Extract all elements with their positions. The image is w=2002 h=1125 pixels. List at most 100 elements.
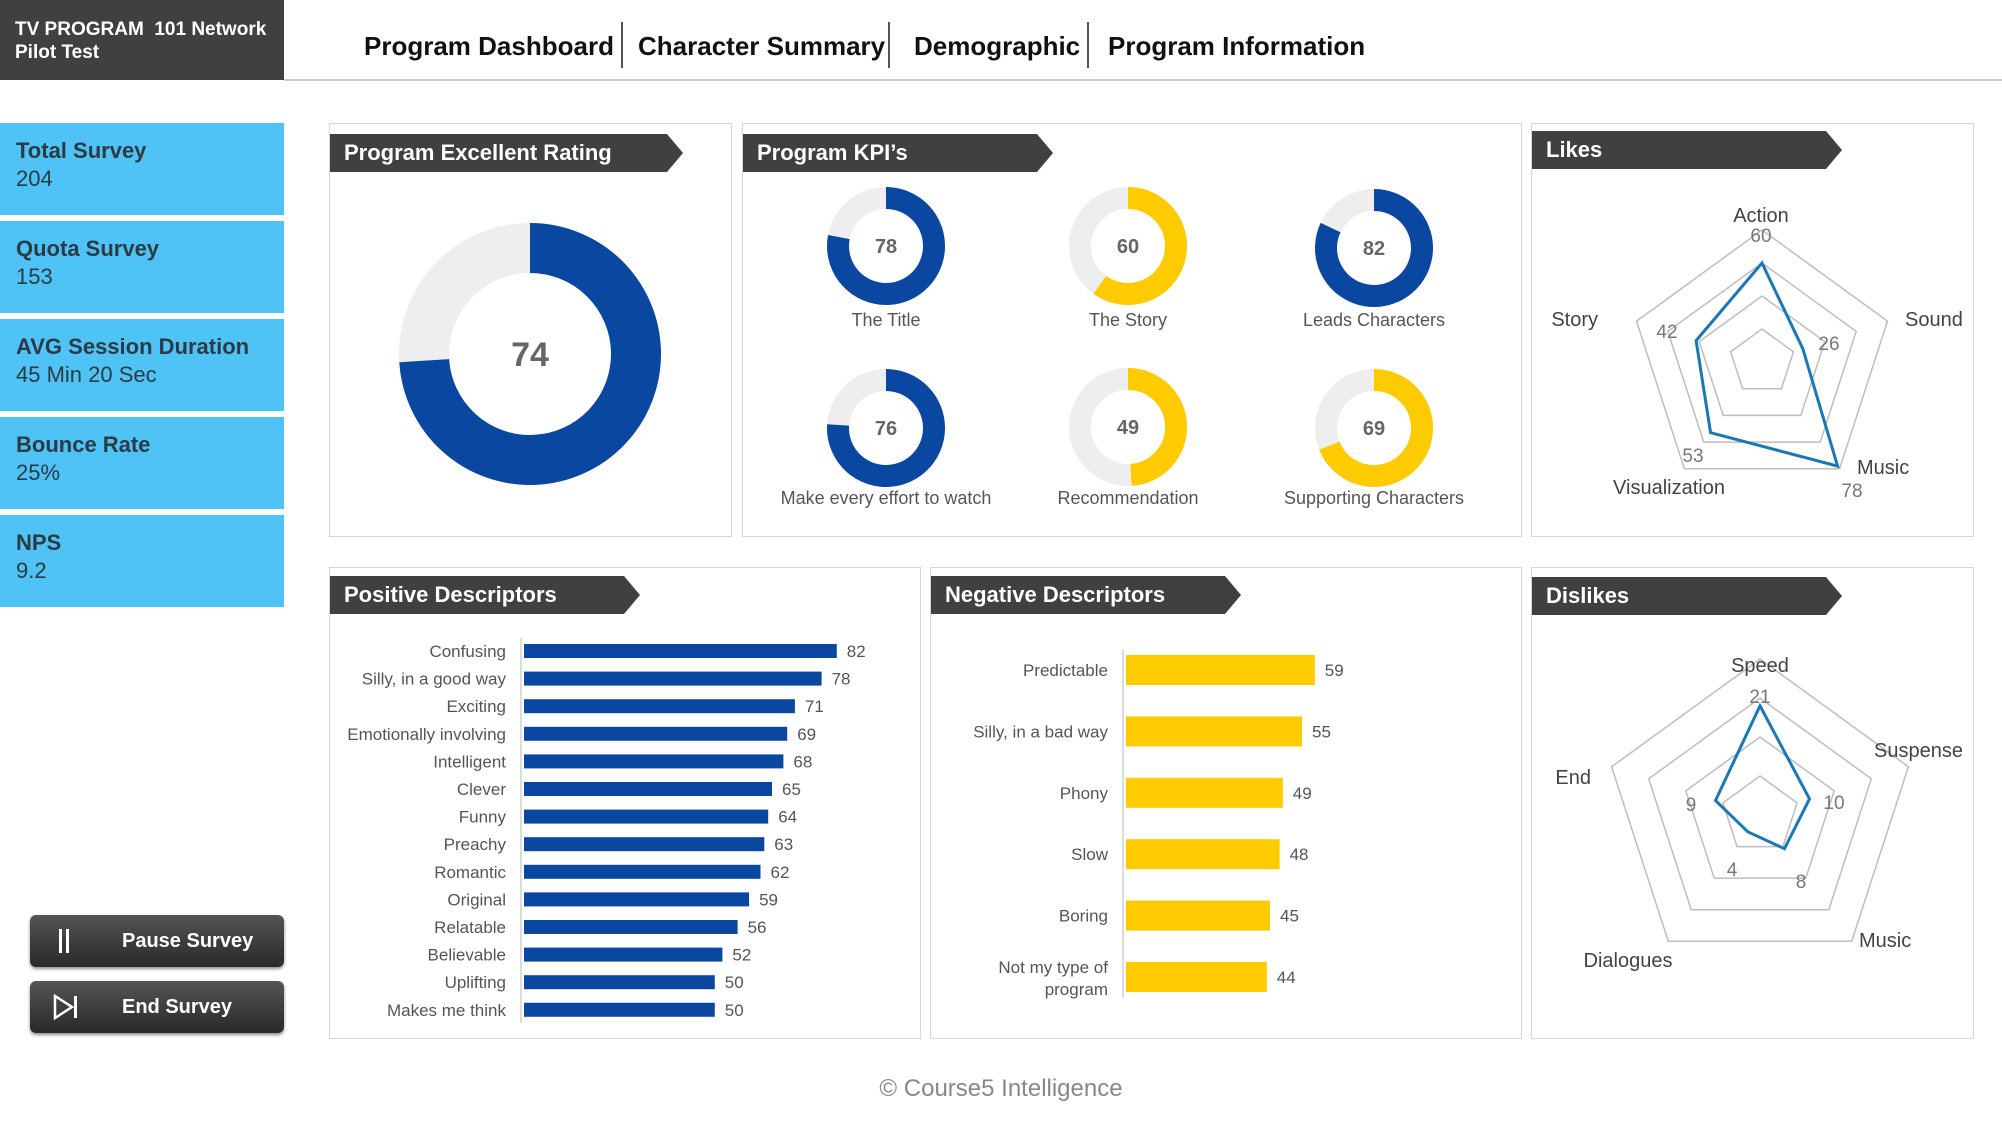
bar-value-label: 50 — [725, 1001, 744, 1020]
bar-value-label: 82 — [847, 642, 866, 661]
radar-grid-ring — [1722, 775, 1798, 848]
bar — [524, 726, 788, 741]
kpi-donut-label: Supporting Characters — [1283, 488, 1465, 508]
radar-data-label: 26 — [1818, 334, 1839, 355]
radar-axis-label: Sound — [1905, 309, 1963, 331]
dislikes-panel: Dislikes Speed 21 Suspense 10 Music 8 Dialogue… — [1531, 567, 1974, 1039]
radar-grid-ring — [1635, 229, 1889, 470]
radar-axis-label: Music — [1857, 457, 1909, 479]
bar-value-label: 65 — [782, 780, 801, 799]
skip-end-icon — [53, 993, 77, 1021]
rating-donut-arc — [399, 223, 661, 485]
bar-category-label: Boring — [1059, 907, 1108, 926]
nav-program-information[interactable]: Program Information — [1108, 26, 1365, 66]
radar-axis-label: Action — [1733, 205, 1789, 227]
kpi-donut-arc — [1315, 189, 1433, 307]
excellent-rating-panel: Program Excellent Rating 74 — [329, 123, 732, 537]
radar-grid-ring — [1684, 736, 1836, 879]
kpi-label: Quota Survey — [16, 236, 160, 261]
kpi-label: NPS — [16, 530, 62, 555]
pause-survey-label: Pause Survey — [122, 930, 254, 952]
rating-donut-value: 74 — [511, 336, 549, 374]
bar — [524, 699, 795, 714]
nav-demographic[interactable]: Demographic — [914, 26, 1080, 66]
bar — [1126, 716, 1302, 747]
end-survey-button[interactable]: End Survey — [30, 981, 284, 1033]
radar-data-label: 53 — [1682, 446, 1703, 467]
bar — [524, 920, 738, 934]
kpi-donut-value: 69 — [1363, 418, 1385, 440]
bar-value-label: 48 — [1290, 845, 1309, 864]
radar-grid-ring — [1666, 262, 1858, 443]
bar-category-label: Silly, in a bad way — [973, 722, 1108, 741]
bar-value-label: 71 — [805, 697, 824, 716]
radar-axis-label: Speed — [1731, 655, 1789, 677]
panel-title: Dislikes — [1532, 577, 1842, 615]
header-divider — [284, 79, 2002, 81]
radar-axis-label: End — [1555, 767, 1591, 789]
bar — [524, 975, 715, 990]
bar-value-label: 78 — [832, 670, 851, 689]
kpi-value: 25% — [16, 460, 61, 485]
bar-value-label: 56 — [748, 918, 767, 937]
bar-category-label: Not my type of program — [998, 958, 1108, 999]
brand-subtitle: Pilot Test — [15, 42, 100, 63]
nav-separator — [1087, 22, 1089, 68]
kpi-donut-value: 82 — [1363, 238, 1385, 260]
bar-category-label: Preachy — [444, 835, 507, 854]
kpi-value: 204 — [16, 166, 53, 191]
bar-category-label: Funny — [459, 808, 507, 827]
bar — [1126, 655, 1315, 685]
bar — [1126, 839, 1280, 870]
excellent-rating-chart: 74 — [399, 223, 661, 485]
bar-value-label: 50 — [725, 973, 744, 992]
panel-title: Program KPI’s — [743, 134, 1053, 172]
kpi-value: 9.2 — [16, 558, 47, 583]
radar-axis-label: Music — [1859, 930, 1911, 952]
kpi-donut-arc — [1093, 187, 1187, 305]
bar-category-label: Emotionally involving — [347, 725, 506, 744]
nav-separator — [621, 22, 623, 68]
radar-data-label: 4 — [1727, 860, 1738, 881]
radar-data-label: 21 — [1749, 687, 1770, 708]
panel-title: Program Excellent Rating — [330, 134, 683, 172]
bar — [524, 947, 723, 962]
bar-category-label: Exciting — [446, 697, 506, 716]
panel-title: Negative Descriptors — [931, 576, 1241, 614]
nav-program-dashboard[interactable]: Program Dashboard — [364, 26, 614, 66]
kpi-donut-value: 60 — [1117, 236, 1139, 258]
kpi-nps: NPS 9.2 — [0, 515, 284, 607]
radar-grid-ring — [1698, 295, 1826, 417]
bar-value-label: 55 — [1312, 722, 1331, 741]
pause-survey-button[interactable]: Pause Survey — [30, 915, 284, 967]
bar-value-label: 63 — [774, 835, 793, 854]
bar — [1126, 900, 1270, 931]
bar-value-label: 64 — [778, 808, 797, 827]
bar-category-label: Makes me think — [387, 1001, 507, 1020]
radar-series-line — [1694, 260, 1840, 469]
brand-block: TV PROGRAM 101 Network Pilot Test — [0, 0, 284, 80]
likes-panel: Likes Action 60 Sound 26 Music 78 Visualizatio… — [1531, 123, 1974, 537]
kpi-donut-arc — [827, 187, 945, 305]
end-survey-label: End Survey — [122, 996, 233, 1018]
panel-title: Positive Descriptors — [330, 576, 640, 614]
bar — [524, 754, 784, 769]
radar-grid-ring — [1647, 697, 1873, 911]
nav-character-summary[interactable]: Character Summary — [638, 26, 885, 66]
bar-value-label: 59 — [759, 890, 778, 909]
bar-category-label: Clever — [457, 780, 506, 799]
kpi-donut-label: Make every effort to watch — [780, 488, 992, 508]
bar-value-label: 44 — [1277, 968, 1296, 987]
nav-separator — [888, 22, 890, 68]
bar-category-label: Intelligent — [433, 752, 506, 771]
radar-axis-label: Dialogues — [1584, 950, 1673, 972]
radar-data-label: 78 — [1841, 481, 1862, 502]
positive-descriptors-chart: 82 Confusing 78 Silly, in a good way 71 Excit… — [347, 638, 866, 1023]
radar-data-label: 60 — [1750, 226, 1771, 247]
radar-data-label: 8 — [1796, 872, 1807, 893]
kpi-total-survey: Total Survey 204 — [0, 123, 284, 215]
kpi-donut-label: Recommendation — [1057, 488, 1199, 508]
program-kpis-chart: 78 60 82 76 49 69 — [827, 187, 1433, 487]
bar-value-label: 68 — [793, 752, 812, 771]
radar-axis-label: Story — [1551, 309, 1598, 331]
